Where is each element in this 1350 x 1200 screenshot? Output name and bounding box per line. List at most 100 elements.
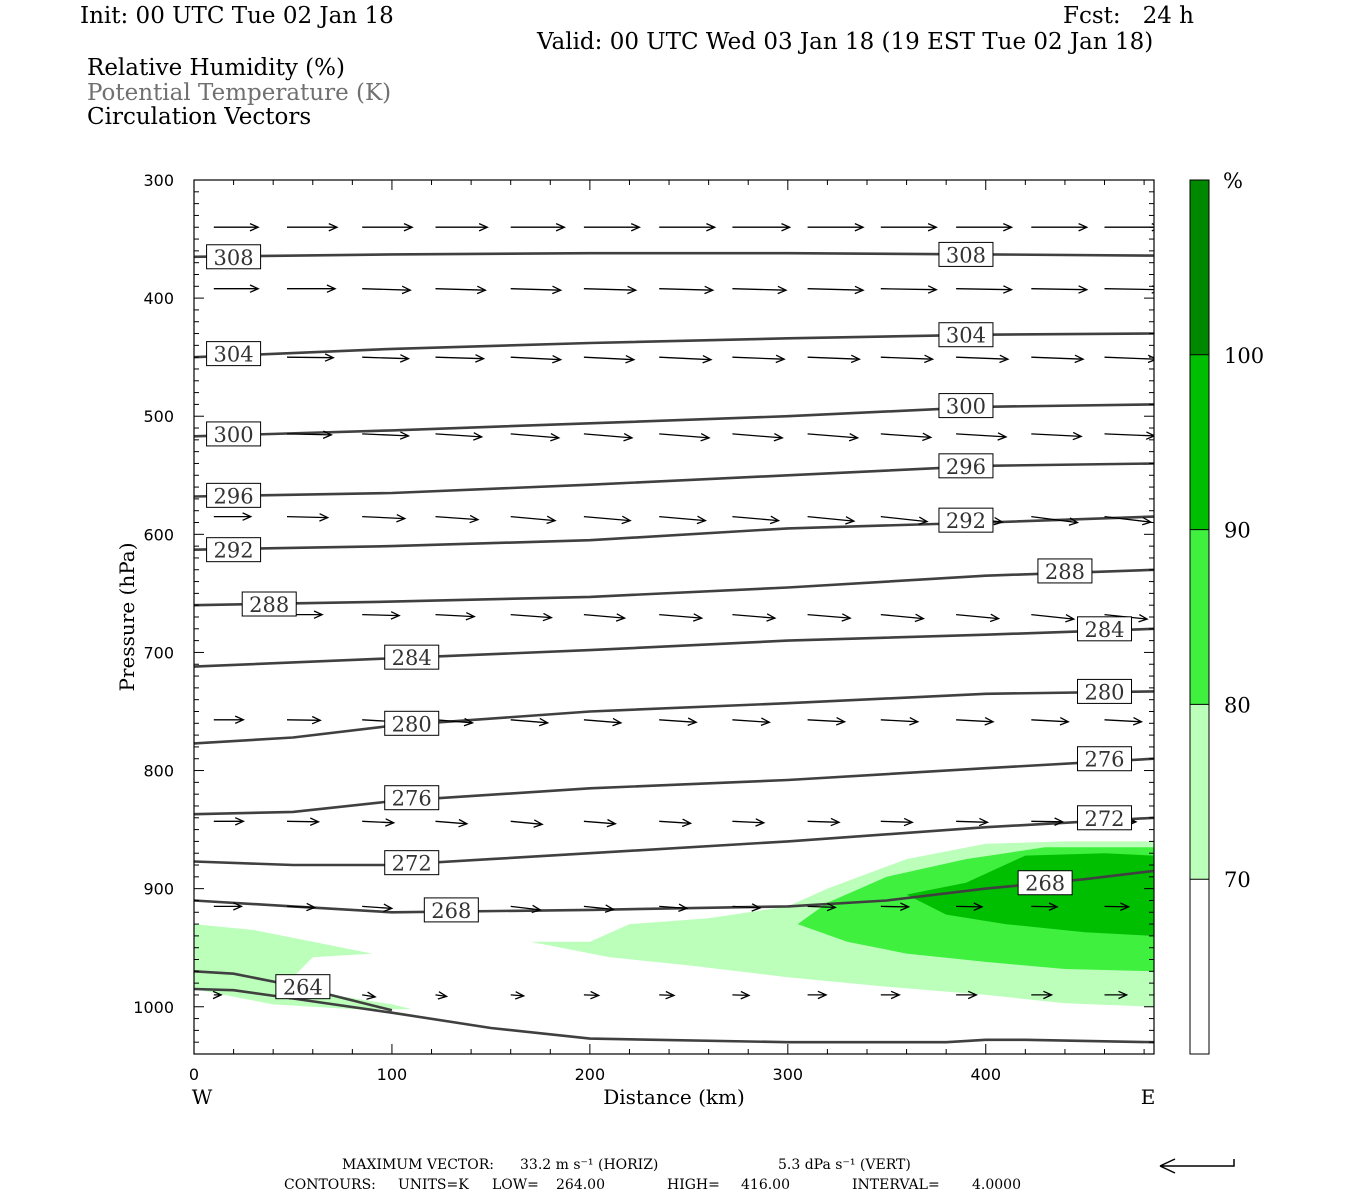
circulation-vector <box>583 515 632 525</box>
circulation-vector <box>213 512 253 521</box>
circulation-vector <box>956 285 1014 294</box>
contour-label-box <box>206 341 262 367</box>
theta-contour-272 <box>194 816 1154 867</box>
contour-low-value: 264.00 <box>556 1177 605 1193</box>
contour-label: 308 <box>214 246 254 270</box>
x-tick-label: 300 <box>773 1065 804 1084</box>
contour-label: 264 <box>283 976 323 1000</box>
contour-label-box <box>206 421 262 447</box>
valid-time: Valid: 00 UTC Wed 03 Jan 18 (19 EST Tue … <box>537 29 1154 55</box>
circulation-vector <box>362 285 412 295</box>
circulation-vector <box>362 354 411 363</box>
circulation-vector <box>807 354 861 364</box>
circulation-vector <box>732 515 781 525</box>
circulation-vector <box>510 904 542 914</box>
circulation-vector <box>1031 285 1089 294</box>
circulation-vector <box>1104 354 1154 364</box>
circulation-vector <box>510 223 567 232</box>
contour-label: 268 <box>431 899 471 923</box>
circulation-vector <box>213 223 260 232</box>
circulation-vector <box>1104 431 1154 440</box>
colorbar-label: 100 <box>1224 344 1264 368</box>
circulation-vector <box>583 355 636 364</box>
circulation-vector <box>510 285 563 295</box>
circulation-vector <box>880 432 933 442</box>
circulation-vector <box>880 515 929 526</box>
circulation-vector <box>1104 990 1129 1000</box>
x-tick-label: 0 <box>189 1065 199 1084</box>
theta-contour-288 <box>194 568 1154 607</box>
circulation-vector <box>510 991 526 1000</box>
circulation-vector <box>1104 902 1131 911</box>
theta-contour-292 <box>194 515 1154 551</box>
circulation-vector <box>510 717 550 727</box>
circulation-vector <box>732 903 762 912</box>
colorbar-band <box>1190 180 1209 355</box>
contour-label-box <box>206 244 262 270</box>
circulation-vector <box>510 612 553 622</box>
circulation-vector <box>956 717 995 726</box>
circulation-vector <box>732 433 784 442</box>
theta-contour-304 <box>194 332 1154 359</box>
circulation-vector <box>1031 817 1065 826</box>
circulation-vector <box>213 817 245 826</box>
circulation-vector <box>1031 515 1080 526</box>
circulation-vector <box>732 223 792 232</box>
circulation-vector <box>435 432 484 441</box>
contour-label-box <box>938 453 994 479</box>
contour-label: 308 <box>946 243 986 267</box>
circulation-vector <box>510 433 561 442</box>
x-axis-title: Distance (km) <box>603 1085 745 1109</box>
field-vectors-label: Circulation Vectors <box>87 104 312 130</box>
contour-label: 284 <box>392 646 432 670</box>
circulation-vector <box>213 902 244 911</box>
contour-label: 288 <box>249 593 289 617</box>
circulation-vector <box>880 902 911 911</box>
circulation-vector <box>286 430 333 439</box>
x-tick-label: 400 <box>970 1065 1001 1084</box>
colorbar-frame <box>1189 179 1210 1055</box>
circulation-vector <box>435 818 469 828</box>
theta-contour-276 <box>194 757 1154 816</box>
reference-vector-arrow <box>1159 1158 1235 1174</box>
circulation-vector <box>659 285 715 295</box>
theta-contour-264 <box>194 970 393 1012</box>
theta-contour-308 <box>194 251 1154 259</box>
y-tick-label: 600 <box>143 525 174 544</box>
circulation-vector <box>1031 431 1083 441</box>
theta-contour-264 <box>194 987 1154 1044</box>
circulation-vector <box>807 902 838 912</box>
contour-label: 296 <box>946 455 986 479</box>
circulation-vector <box>286 817 321 826</box>
contour-label-box <box>384 644 440 670</box>
max-vector-horizontal: 33.2 m s⁻¹ (HORIZ) <box>520 1157 659 1173</box>
circulation-vector <box>286 902 317 912</box>
circulation-vector <box>807 817 841 827</box>
circulation-vector <box>287 284 337 293</box>
contour-interval-value: 4.0000 <box>972 1177 1021 1193</box>
circulation-vector <box>880 223 938 232</box>
contour-label-box <box>384 785 440 811</box>
circulation-vector <box>880 285 938 294</box>
contour-label-box <box>1017 870 1073 896</box>
circulation-vector <box>732 285 788 295</box>
contour-label: 288 <box>1045 560 1085 584</box>
west-end-label: W <box>192 1085 213 1109</box>
contour-label-box <box>938 393 994 419</box>
circulation-vector <box>659 433 711 442</box>
contour-label: 292 <box>946 509 986 533</box>
circulation-vector <box>583 818 617 828</box>
circulation-vector <box>1031 613 1076 623</box>
theta-contour-284 <box>194 627 1154 668</box>
circulation-vector <box>1104 285 1154 294</box>
y-tick-label: 800 <box>143 762 174 781</box>
circulation-vector <box>286 353 335 362</box>
circulation-vector <box>956 817 990 827</box>
circulation-vector <box>435 514 480 524</box>
circulation-vector <box>880 817 914 827</box>
circulation-vector <box>807 717 847 726</box>
contour-label-box <box>1077 678 1133 704</box>
circulation-vector <box>880 717 920 726</box>
circulation-vector <box>1031 223 1089 232</box>
contour-label: 276 <box>392 787 432 811</box>
